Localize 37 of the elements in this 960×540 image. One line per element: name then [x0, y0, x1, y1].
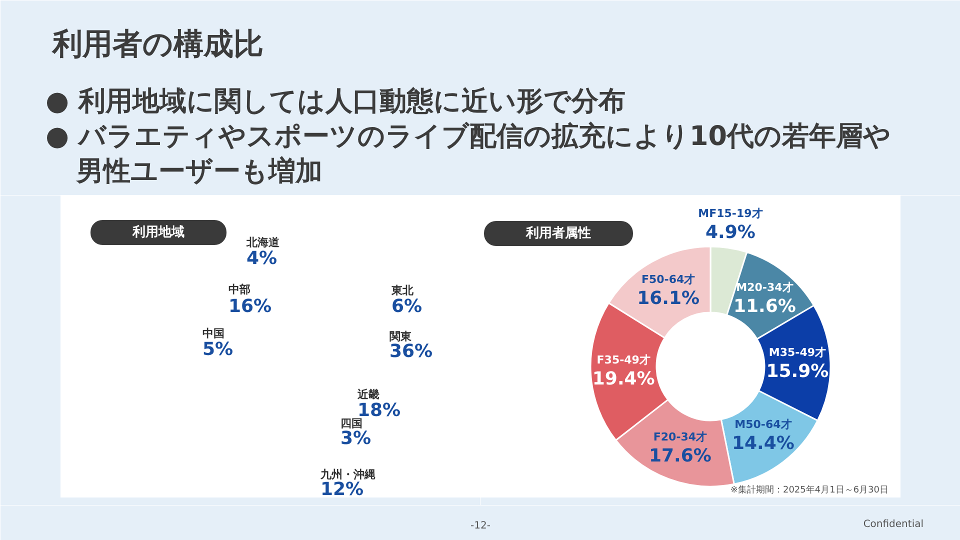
- data-label: 6%: [392, 296, 422, 317]
- data-label: 12%: [320, 479, 364, 500]
- data-label: 16.1%: [637, 288, 700, 309]
- slice-label: MF15-19才: [698, 207, 763, 220]
- text: ● 利用地域に関しては人口動態に近い形で分布: [46, 86, 626, 117]
- slice-label: F35-49才: [596, 354, 650, 367]
- category-label: 近畿: [356, 388, 380, 401]
- text: 利用地域: [132, 224, 184, 240]
- text: ※集計期間：2025年4月1日～6月30日: [730, 484, 888, 496]
- data-label: 15.9%: [766, 361, 829, 382]
- data-label: 16%: [228, 296, 272, 317]
- category-label: 九州・沖縄: [320, 468, 376, 481]
- text: ● バラエティやスポーツのライブ配信の拡充により10代の若年層や男性ユーザーも増加: [46, 121, 892, 187]
- slice-label: M50-64才: [734, 418, 792, 432]
- category-label: 北海道: [246, 236, 280, 249]
- data-label: 3%: [340, 428, 372, 449]
- data-label: 36%: [390, 341, 433, 362]
- text: Confidential: [863, 519, 924, 530]
- category-label: 中国: [202, 327, 224, 340]
- data-label: 4%: [246, 248, 278, 269]
- slice-label: F50-64才: [641, 272, 696, 286]
- category-label: 関東: [390, 330, 412, 343]
- data-label: 19.4%: [592, 368, 655, 390]
- data-label: 5%: [202, 339, 234, 360]
- slice-label: F20-34才: [653, 430, 708, 444]
- slice-label: M35-49才: [768, 346, 826, 360]
- data-label: 11.6%: [734, 296, 796, 317]
- data-label: 14.4%: [732, 433, 794, 454]
- category-label: 東北: [390, 284, 414, 297]
- text: 利用者属性: [525, 225, 591, 241]
- category-label: 中部: [228, 283, 250, 296]
- data-label: 17.6%: [649, 446, 712, 467]
- data-label: 4.9%: [705, 222, 756, 243]
- text: 利用者の構成比: [52, 27, 264, 62]
- category-label: 四国: [340, 417, 362, 430]
- slice-label: M20-34才: [736, 280, 794, 294]
- text: -12-: [470, 520, 491, 532]
